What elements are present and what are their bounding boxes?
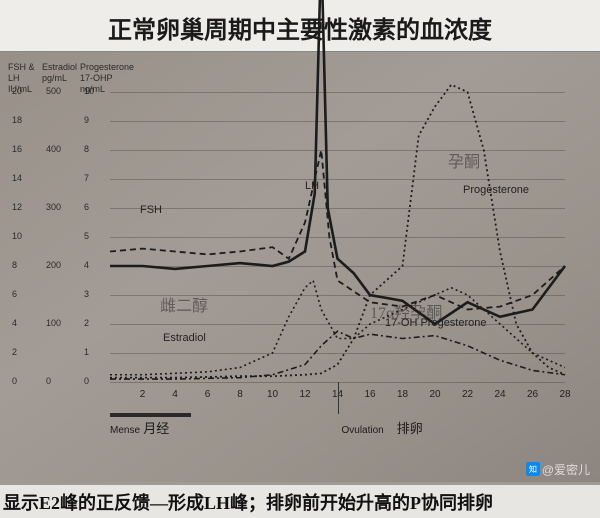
y-tick-label: 6 — [12, 290, 17, 299]
label-prog_en: Progesterone — [463, 184, 529, 196]
y-tick-label: 200 — [46, 261, 61, 270]
y-tick-label: 18 — [12, 116, 22, 125]
x-tick-label: 8 — [237, 389, 243, 400]
x-tick-label: 12 — [299, 389, 310, 400]
y-tick-label: 8 — [84, 145, 89, 154]
ovulation-label: Ovulation 排卵 — [342, 418, 423, 437]
y-tick-label: 10 — [12, 232, 22, 241]
x-tick-label: 26 — [527, 389, 538, 400]
y-tick-label: 0 — [12, 377, 17, 386]
y-tick-label: 8 — [12, 261, 17, 270]
menses-label: Mense 月经 — [110, 418, 169, 437]
x-tick-label: 20 — [429, 389, 440, 400]
chart-title: 正常卵巢周期中主要性激素的血浓度 — [0, 0, 600, 52]
chart-area: FSH & LH IU/mLEstradiol pg/mLProgesteron… — [0, 52, 600, 482]
y-tick-label: 1 — [84, 348, 89, 357]
y-tick-label: 5 — [84, 232, 89, 241]
svg-text:知: 知 — [529, 464, 537, 474]
y-tick-label: 0 — [84, 377, 89, 386]
y-tick-label: 3 — [84, 290, 89, 299]
menses-bar — [110, 413, 191, 417]
label-prog_cn: 孕酮 — [448, 148, 480, 172]
x-tick-label: 22 — [462, 389, 473, 400]
label-fsh: FSH — [140, 204, 162, 216]
label-ohp_cn: 17α羟孕酮 — [370, 299, 442, 323]
x-tick-label: 28 — [559, 389, 570, 400]
x-tick-label: 18 — [397, 389, 408, 400]
y-tick-label: 12 — [12, 203, 22, 212]
y-tick-label: 6 — [84, 203, 89, 212]
x-tick-label: 6 — [205, 389, 211, 400]
label-lh: LH — [305, 180, 319, 192]
x-tick-label: 16 — [364, 389, 375, 400]
y-tick-label: 14 — [12, 174, 22, 183]
zhihu-icon: 知 — [526, 462, 540, 476]
label-estradiol_en: Estradiol — [163, 332, 206, 344]
ovulation-line — [338, 382, 339, 414]
y-tick-label: 20 — [12, 87, 22, 96]
x-tick-label: 4 — [172, 389, 178, 400]
y-tick-label: 4 — [12, 319, 17, 328]
plot-region: 246810121416182022242628 FSHLHEstradiol雌… — [110, 92, 565, 382]
x-tick-label: 24 — [494, 389, 505, 400]
y-tick-label: 9 — [84, 116, 89, 125]
y-tick-label: 2 — [84, 319, 89, 328]
y-tick-label: 2 — [12, 348, 17, 357]
x-tick-label: 10 — [267, 389, 278, 400]
axis-header: Estradiol pg/mL — [42, 62, 77, 84]
y-tick-label: 500 — [46, 87, 61, 96]
y-tick-label: 7 — [84, 174, 89, 183]
watermark: 知@爱密儿 — [526, 461, 590, 478]
y-tick-label: 0 — [46, 377, 51, 386]
y-tick-label: 16 — [12, 145, 22, 154]
label-estradiol_cn: 雌二醇 — [160, 292, 208, 316]
y-tick-label: 4 — [84, 261, 89, 270]
bottom-caption: 显示E2峰的正反馈—形成LH峰；排卵前开始升高的P协同排卵 — [0, 485, 600, 518]
y-tick-label: 10 — [84, 87, 94, 96]
x-tick-label: 2 — [140, 389, 146, 400]
y-tick-label: 100 — [46, 319, 61, 328]
y-tick-label: 300 — [46, 203, 61, 212]
y-tick-label: 400 — [46, 145, 61, 154]
